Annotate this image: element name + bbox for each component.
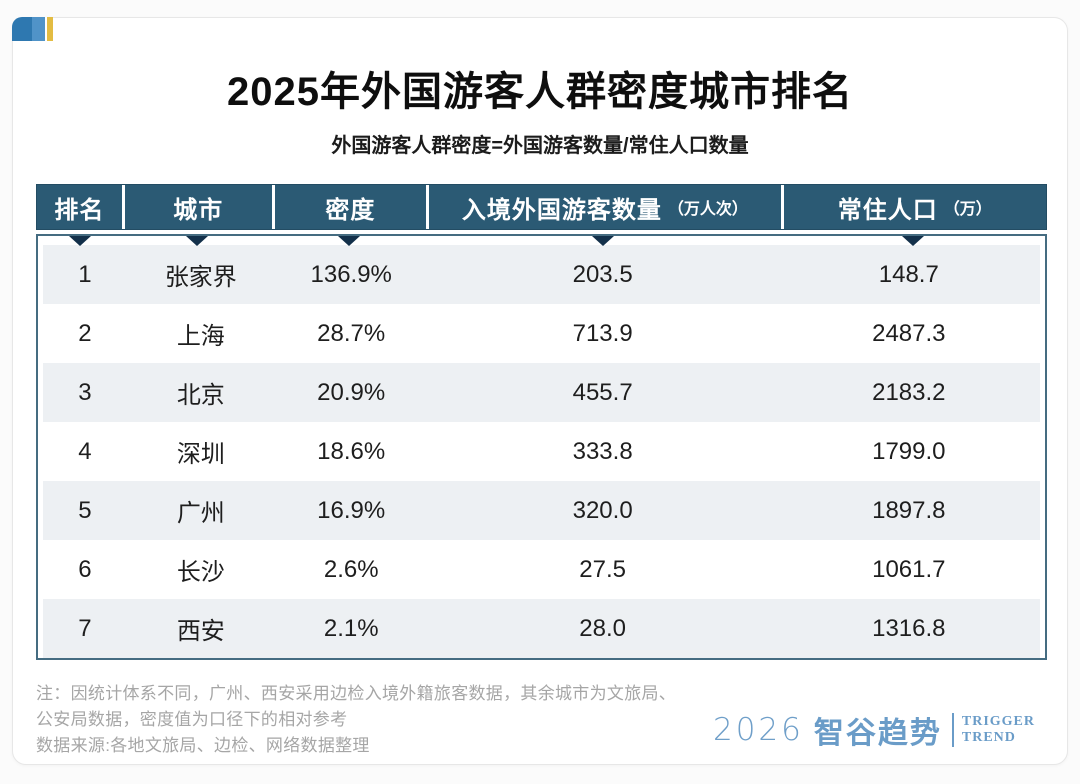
table-cell: 2487.3 bbox=[872, 319, 946, 347]
table-cell: 西安 bbox=[176, 618, 225, 645]
table-cell: 16.9% bbox=[317, 496, 386, 524]
footnote-line: 公安局数据，密度值为口径下的相对参考 bbox=[36, 710, 348, 729]
footnote-line: 数据来源:各地文旅局、边检、网络数据整理 bbox=[36, 736, 370, 755]
column-header: 排名 bbox=[54, 196, 105, 224]
table-cell: 455.7 bbox=[572, 378, 633, 406]
brand-mark-dark-blue-block bbox=[12, 17, 32, 41]
brand-mark-gold-block bbox=[47, 17, 53, 41]
table-cell: 20.9% bbox=[317, 378, 386, 406]
table-cell: 713.9 bbox=[572, 319, 633, 347]
table-cell: 2183.2 bbox=[872, 378, 946, 406]
page-subtitle: 外国游客人群密度=外国游客数量/常住人口数量 bbox=[331, 135, 749, 157]
brand-mark-light-blue-block bbox=[32, 17, 45, 41]
table-header-row: 排名 城市 密度 入境外国游客数量 （万人次） 常住人口 （万） bbox=[36, 184, 1047, 230]
table-cell: 1 bbox=[78, 260, 92, 288]
brand-year: 2026 bbox=[712, 712, 804, 748]
header-pointer-triangle-icon bbox=[338, 236, 361, 246]
table-cell: 1316.8 bbox=[872, 614, 946, 642]
column-header: 密度 bbox=[271, 185, 427, 229]
infographic-card: 2025年外国游客人群密度城市排名 外国游客人群密度=外国游客数量/常住人口数量… bbox=[12, 17, 1068, 765]
table-cell: 18.6% bbox=[317, 437, 386, 465]
header-pointer-triangle-icon bbox=[69, 236, 92, 246]
table-row: 3 北京 20.9% 455.7 2183.2 bbox=[43, 363, 1040, 422]
header-pointer-triangle-icon bbox=[592, 236, 615, 246]
column-header: 城市 bbox=[121, 185, 272, 229]
column-header: 常住人口 （万） bbox=[780, 185, 1046, 229]
table-cell: 北京 bbox=[176, 382, 225, 409]
table-cell: 1799.0 bbox=[872, 437, 946, 465]
brand-divider bbox=[951, 713, 954, 747]
table-cell: 1061.7 bbox=[872, 555, 946, 583]
table-row: 5 广州 16.9% 320.0 1897.8 bbox=[43, 481, 1040, 540]
table-cell: 320.0 bbox=[572, 496, 633, 524]
brand-en-line1: TRIGGER bbox=[961, 714, 1035, 729]
table-cell: 136.9% bbox=[310, 260, 392, 288]
table-cell: 3 bbox=[78, 378, 92, 406]
table-cell: 203.5 bbox=[572, 260, 633, 288]
column-header: 入境外国游客数量 （万人次） bbox=[426, 185, 780, 229]
table-cell: 28.0 bbox=[579, 614, 626, 642]
table-cell: 深圳 bbox=[176, 441, 225, 468]
table-row: 1 张家界 136.9% 203.5 148.7 bbox=[43, 245, 1040, 304]
table-row: 6 长沙 2.6% 27.5 1061.7 bbox=[43, 540, 1040, 599]
table-row: 2 上海 28.7% 713.9 2487.3 bbox=[43, 304, 1040, 363]
table-cell: 5 bbox=[78, 496, 92, 524]
table-body: 1 张家界 136.9% 203.5 148.7 2 上海 28.7% 713.9 2487.3 3… bbox=[36, 234, 1047, 660]
header-pointer-triangle-icon bbox=[186, 236, 209, 246]
table-cell: 上海 bbox=[176, 323, 225, 350]
corner-brand-mark bbox=[12, 17, 53, 41]
table-row: 4 深圳 18.6% 333.8 1799.0 bbox=[43, 422, 1040, 481]
table-cell: 4 bbox=[78, 437, 92, 465]
brand-name-english: TRIGGER TREND bbox=[962, 714, 1035, 746]
table-cell: 1897.8 bbox=[872, 496, 946, 524]
table-cell: 148.7 bbox=[878, 260, 939, 288]
table-cell: 2.6% bbox=[323, 555, 379, 583]
header-pointer-triangle-icon bbox=[901, 236, 924, 246]
table-cell: 张家界 bbox=[164, 264, 237, 291]
table-cell: 2 bbox=[78, 319, 92, 347]
page-title: 2025年外国游客人群密度城市排名 bbox=[227, 70, 853, 114]
brand-en-line2: TREND bbox=[961, 730, 1016, 745]
table-cell: 长沙 bbox=[176, 559, 225, 586]
table-cell: 2.1% bbox=[323, 614, 379, 642]
table-cell: 333.8 bbox=[572, 437, 633, 465]
footnotes: 注：因统计体系不同，广州、西安采用边检入境外籍旅客数据，其余城市为文旅局、 公安局… bbox=[36, 681, 676, 759]
brand-name-chinese: 智谷趋势 bbox=[813, 717, 942, 750]
table-row: 7 西安 2.1% 28.0 1316.8 bbox=[43, 599, 1040, 658]
brand-mark-gap bbox=[45, 17, 47, 41]
ranking-table: 排名 城市 密度 入境外国游客数量 （万人次） 常住人口 （万） 1 张家界 136.9% 203… bbox=[36, 184, 1047, 660]
table-cell: 广州 bbox=[176, 500, 225, 527]
table-cell: 28.7% bbox=[317, 319, 386, 347]
footnote-line: 注：因统计体系不同，广州、西安采用边检入境外籍旅客数据，其余城市为文旅局、 bbox=[36, 684, 677, 703]
footer-brand: 2026 智谷趋势 TRIGGER TREND bbox=[713, 708, 1035, 752]
table-cell: 7 bbox=[78, 614, 92, 642]
table-cell: 27.5 bbox=[579, 555, 626, 583]
table-cell: 6 bbox=[78, 555, 92, 583]
